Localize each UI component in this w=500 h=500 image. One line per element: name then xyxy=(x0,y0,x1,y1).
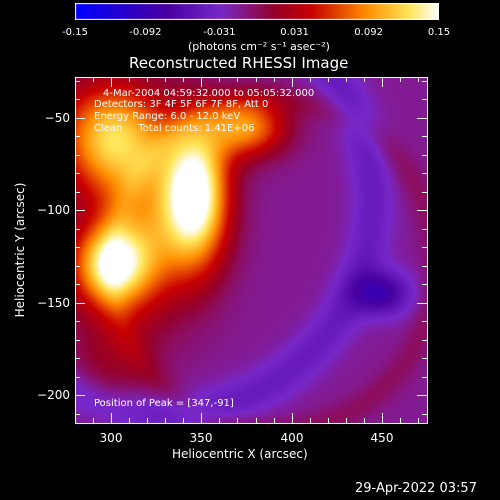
x-tick-label: 300 xyxy=(99,431,123,445)
colorbar-units: (photons cm⁻² s⁻¹ asec⁻²) xyxy=(188,40,330,53)
colorbar xyxy=(75,3,439,20)
colorbar-tick-label: 0.092 xyxy=(354,27,383,38)
y-tick-label: −150 xyxy=(37,296,70,310)
x-tick-label: 400 xyxy=(280,431,304,445)
y-tick-label: −50 xyxy=(44,111,70,125)
x-tick-label: 350 xyxy=(189,431,213,445)
heatmap-image xyxy=(75,77,427,423)
colorbar-tick-label: -0.092 xyxy=(129,27,162,38)
colorbar-tick-label: 0.031 xyxy=(280,27,309,38)
colorbar-tick-label: -0.031 xyxy=(203,27,236,38)
annotation-time-range: 4-Mar-2004 04:59:32.000 to 05:05:32.000 xyxy=(103,88,315,99)
colorbar-tick-label: -0.15 xyxy=(62,27,88,38)
annotation-clean-counts: Clean Total counts: 1.41E+06 xyxy=(94,123,255,134)
x-axis-label: Heliocentric X (arcsec) xyxy=(172,447,308,461)
footer-timestamp: 29-Apr-2022 03:57 xyxy=(355,481,477,496)
annotation-detectors: Detectors: 3F 4F 5F 6F 7F 8F, Att 0 xyxy=(94,99,269,110)
colorbar-tick-label: 0.15 xyxy=(427,27,451,38)
plot-border xyxy=(75,77,428,424)
y-tick-label: −200 xyxy=(37,388,70,402)
y-axis-label: Heliocentric Y (arcsec) xyxy=(13,182,27,318)
chart-title: Reconstructed RHESSI Image xyxy=(129,54,349,72)
annotation-energy-range: Energy Range: 6.0 - 12.0 keV xyxy=(94,111,241,122)
y-tick-label: −100 xyxy=(37,203,70,217)
annotation-peak-position: Position of Peak = [347,-91] xyxy=(94,398,234,409)
x-tick-label: 450 xyxy=(370,431,394,445)
